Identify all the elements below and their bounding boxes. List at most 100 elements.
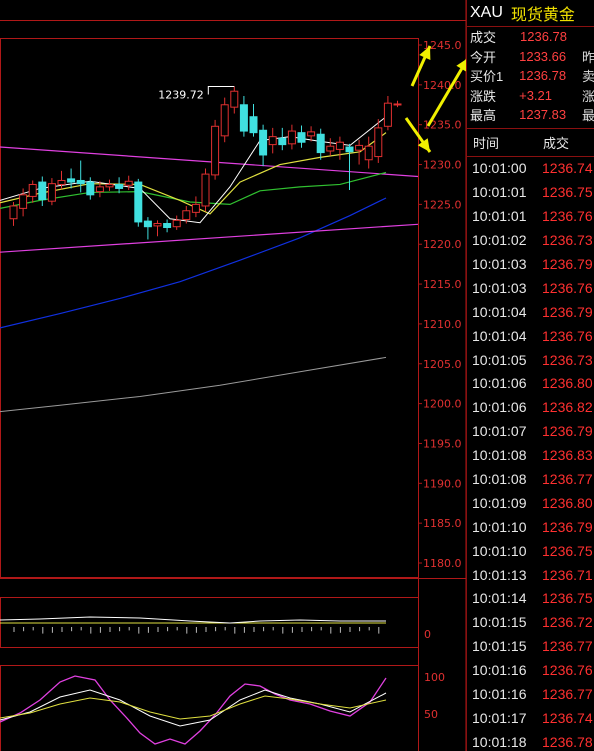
trade-time: 10:01:01	[472, 184, 527, 201]
trade-price: 1236.72	[542, 614, 593, 631]
quote-label: 成交	[470, 30, 497, 46]
candle-body	[95, 186, 104, 193]
trade-price: 1236.83	[542, 447, 593, 464]
price-tick-label: 1225.0	[423, 198, 462, 211]
trades-header-time: 时间	[473, 135, 500, 151]
trade-row: 10:01:10 1236.75	[467, 539, 594, 563]
ma-yellow-line	[0, 132, 387, 215]
trade-price: 1236.76	[542, 327, 593, 344]
trade-row: 10:01:02 1236.73	[467, 228, 594, 252]
price-tick-label: 1195.0	[423, 437, 462, 450]
osc2-k-line	[0, 689, 387, 727]
quote-label: 今开	[470, 49, 497, 65]
trade-time: 10:01:03	[472, 279, 527, 296]
trade-time: 10:01:08	[472, 447, 527, 464]
candle-body	[268, 136, 277, 146]
candle-body	[211, 125, 220, 176]
kline-chart[interactable]: 1245.0 1240.0 1235.0 1230.0 1225.0 1220.0 1215…	[0, 0, 466, 751]
trade-time: 10:01:01	[472, 208, 527, 225]
osc1-tick-label: 0	[424, 628, 431, 641]
quote-row-bid: 买价1 1236.78 卖	[467, 66, 594, 86]
candle-body	[153, 223, 162, 227]
yellow-arrow-up-2	[426, 58, 466, 127]
candle-body	[364, 145, 373, 161]
trade-price: 1236.77	[542, 471, 593, 488]
trade-price: 1236.75	[542, 590, 593, 607]
symbol-name: 现货黄金	[510, 7, 575, 24]
trades-header-price: 成交	[543, 135, 570, 151]
high-annotation: 1239.72	[158, 88, 204, 101]
trade-time: 10:01:17	[472, 709, 527, 726]
trade-time: 10:01:13	[472, 566, 527, 583]
chart-area[interactable]: 1245.0 1240.0 1235.0 1230.0 1225.0 1220.0 1215…	[0, 0, 466, 751]
quote-extra: 卖	[581, 69, 594, 85]
candle-body	[239, 104, 248, 132]
candle-body	[335, 141, 344, 150]
trade-row: 10:01:01 1236.76	[467, 204, 594, 228]
candle-body	[67, 178, 76, 183]
trade-row: 10:01:03 1236.79	[467, 252, 594, 276]
trade-row: 10:01:16 1236.77	[467, 682, 594, 706]
trade-time: 10:01:00	[472, 160, 527, 177]
trade-row: 10:01:08 1236.77	[467, 467, 594, 491]
candle-body	[326, 145, 335, 152]
osc2-frame	[0, 665, 419, 751]
trade-time: 10:01:16	[472, 662, 527, 679]
candle-body	[191, 203, 200, 213]
trade-row: 10:01:03 1236.76	[467, 276, 594, 300]
trade-time: 10:01:15	[472, 614, 527, 631]
candle-body	[374, 127, 383, 158]
candle-body	[307, 131, 316, 137]
candle-body	[86, 181, 95, 196]
trade-row: 10:01:08 1236.83	[467, 443, 594, 467]
price-tick-label: 1180.0	[423, 557, 462, 570]
quote-row-last: 成交 1236.78	[467, 27, 594, 47]
trade-price: 1236.74	[542, 709, 593, 726]
candle-body	[134, 181, 143, 223]
trade-price: 1236.74	[542, 160, 593, 177]
trade-time: 10:01:06	[472, 399, 527, 416]
trendline-lower	[0, 223, 419, 253]
quote-extra: 最	[581, 108, 594, 124]
quote-extra: 昨	[581, 49, 594, 65]
quote-extra: 涨	[581, 88, 594, 104]
candle-body	[345, 146, 354, 153]
candle-body	[105, 183, 114, 188]
ma-blue-line	[0, 197, 387, 329]
candle-body	[9, 205, 18, 220]
quote-panel: XAU 现货黄金 成交 1236.78 今开 1233.66 昨 买价1 123…	[466, 0, 594, 751]
trade-time: 10:01:02	[472, 232, 527, 249]
trade-price: 1236.77	[542, 638, 593, 655]
quote-label: 最高	[470, 108, 497, 124]
price-tick-label: 1190.0	[423, 477, 462, 490]
candle-body	[287, 130, 296, 145]
osc1-macd-line	[0, 616, 386, 624]
trade-price: 1236.80	[542, 375, 593, 392]
price-tick-label: 1215.0	[423, 278, 462, 291]
candle-body	[249, 116, 258, 134]
price-tick-label: 1245.0	[423, 39, 462, 52]
price-tick-label: 1240.0	[423, 79, 462, 92]
trade-price: 1236.75	[542, 184, 593, 201]
trade-row: 10:01:13 1236.71	[467, 563, 594, 587]
quote-row-change: 涨跌 +3.21 涨	[467, 86, 594, 106]
candle-body	[355, 144, 364, 151]
quote-header: XAU 现货黄金	[467, 0, 594, 27]
trendline-upper	[0, 146, 419, 178]
trade-row: 10:01:14 1236.75	[467, 587, 594, 611]
candle-body	[278, 137, 287, 146]
candle-body	[57, 179, 66, 185]
trades-list[interactable]: 10:01:00 1236.74 10:01:01 1236.75 10:01:01 12…	[467, 157, 594, 751]
candle-body	[28, 183, 37, 197]
trade-price: 1236.73	[542, 232, 593, 249]
trade-price: 1236.80	[542, 494, 593, 511]
trade-price: 1236.82	[542, 399, 593, 416]
trade-row: 10:01:06 1236.82	[467, 395, 594, 419]
trade-time: 10:01:15	[472, 638, 527, 655]
symbol-code: XAU	[470, 4, 503, 21]
trade-time: 10:01:16	[472, 686, 527, 703]
price-tick-label: 1210.0	[423, 318, 462, 331]
trade-price: 1236.76	[542, 279, 593, 296]
trade-time: 10:01:06	[472, 375, 527, 392]
candle-body	[393, 103, 402, 106]
